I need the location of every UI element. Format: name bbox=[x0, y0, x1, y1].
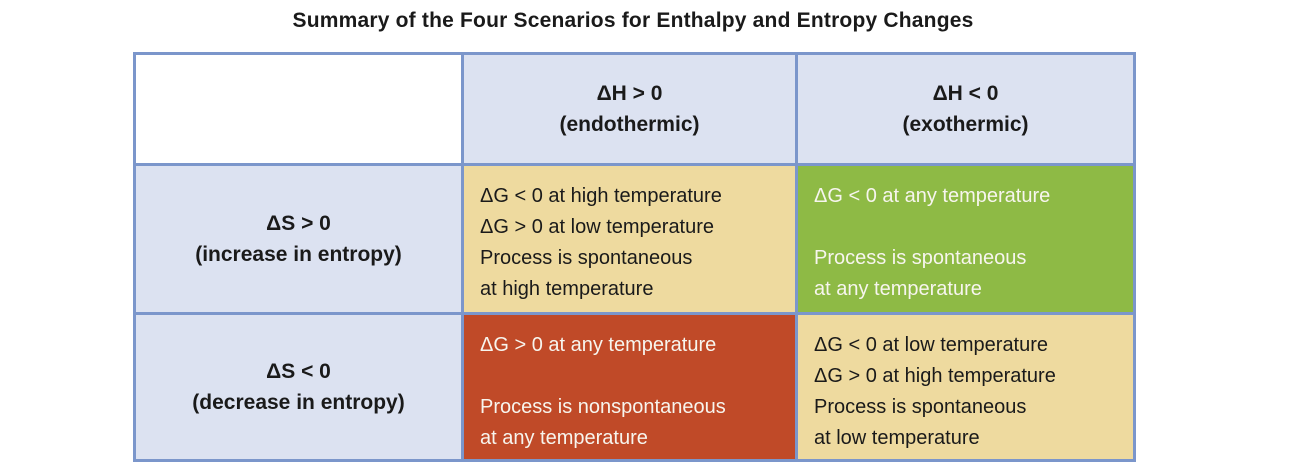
col-header-dh-positive: ΔH > 0 (endothermic) bbox=[461, 52, 798, 166]
cell-line: ΔG < 0 at high temperature bbox=[480, 185, 722, 207]
cell-line: ΔG > 0 at high temperature bbox=[814, 365, 1056, 387]
cell-line: Process is spontaneous bbox=[814, 396, 1027, 418]
cell-ds-neg-dh-neg: ΔG < 0 at low temperature ΔG > 0 at high… bbox=[795, 312, 1136, 462]
cell-ds-pos-dh-neg: ΔG < 0 at any temperature Process is spo… bbox=[795, 163, 1136, 315]
row-header-ds-negative: ΔS < 0 (decrease in entropy) bbox=[133, 312, 464, 462]
row-header-ds-positive: ΔS > 0 (increase in entropy) bbox=[133, 163, 464, 315]
cell-line: Process is spontaneous bbox=[814, 247, 1027, 269]
cell-line: ΔG < 0 at low temperature bbox=[814, 334, 1049, 356]
col-header-line: (endothermic) bbox=[559, 113, 700, 136]
row-header-line: ΔS > 0 bbox=[266, 212, 331, 235]
figure-title: Summary of the Four Scenarios for Enthal… bbox=[292, 9, 974, 32]
cell-line: ΔG < 0 at any temperature bbox=[814, 185, 1051, 207]
col-header-line: (exothermic) bbox=[902, 113, 1029, 136]
row-header-line: ΔS < 0 bbox=[266, 360, 331, 383]
cell-line: Process is nonspontaneous bbox=[480, 396, 726, 418]
corner-cell bbox=[133, 52, 464, 166]
row-header-line: (decrease in entropy) bbox=[192, 391, 405, 414]
cell-line: at any temperature bbox=[814, 278, 982, 300]
table-row-ds-positive: ΔS > 0 (increase in entropy) ΔG < 0 at h… bbox=[133, 163, 1136, 315]
col-header-line: ΔH > 0 bbox=[596, 82, 663, 105]
row-header-line: (increase in entropy) bbox=[195, 243, 402, 266]
cell-line: at high temperature bbox=[480, 278, 654, 300]
header-row: ΔH > 0 (endothermic) ΔH < 0 (exothermic) bbox=[133, 52, 1136, 166]
cell-line: ΔG > 0 at low temperature bbox=[480, 216, 715, 238]
cell-line: at any temperature bbox=[480, 427, 648, 449]
cell-ds-pos-dh-pos: ΔG < 0 at high temperature ΔG > 0 at low… bbox=[461, 163, 798, 315]
summary-table: ΔH > 0 (endothermic) ΔH < 0 (exothermic)… bbox=[133, 52, 1136, 462]
cell-line: ΔG > 0 at any temperature bbox=[480, 334, 717, 356]
cell-line bbox=[814, 212, 1125, 243]
table-row-ds-negative: ΔS < 0 (decrease in entropy) ΔG > 0 at a… bbox=[133, 312, 1136, 462]
cell-line: Process is spontaneous bbox=[480, 247, 693, 269]
cell-ds-neg-dh-pos: ΔG > 0 at any temperature Process is non… bbox=[461, 312, 798, 462]
col-header-dh-negative: ΔH < 0 (exothermic) bbox=[795, 52, 1136, 166]
col-header-line: ΔH < 0 bbox=[932, 82, 999, 105]
cell-line: at low temperature bbox=[814, 427, 980, 449]
cell-line bbox=[480, 361, 787, 392]
